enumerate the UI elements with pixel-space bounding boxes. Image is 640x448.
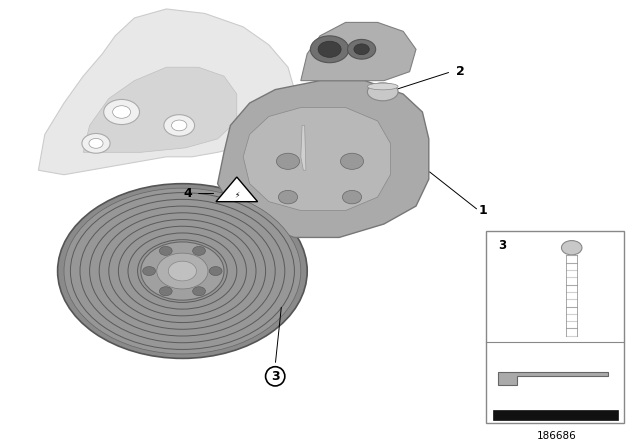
Polygon shape bbox=[216, 177, 257, 202]
Circle shape bbox=[141, 242, 224, 300]
Ellipse shape bbox=[367, 83, 398, 101]
Circle shape bbox=[82, 134, 110, 153]
Circle shape bbox=[104, 99, 140, 125]
Circle shape bbox=[143, 267, 156, 276]
Circle shape bbox=[113, 106, 131, 118]
Circle shape bbox=[340, 153, 364, 169]
Ellipse shape bbox=[367, 83, 398, 90]
Polygon shape bbox=[301, 125, 306, 170]
FancyBboxPatch shape bbox=[486, 231, 624, 423]
Circle shape bbox=[89, 138, 103, 148]
Polygon shape bbox=[38, 9, 294, 175]
Text: 186686: 186686 bbox=[537, 431, 577, 441]
Circle shape bbox=[310, 36, 349, 63]
Circle shape bbox=[193, 246, 205, 255]
Polygon shape bbox=[218, 81, 429, 237]
Text: 3: 3 bbox=[271, 370, 280, 383]
Circle shape bbox=[159, 287, 172, 296]
Circle shape bbox=[278, 190, 298, 204]
Circle shape bbox=[193, 287, 205, 296]
Polygon shape bbox=[243, 108, 390, 211]
FancyBboxPatch shape bbox=[493, 410, 618, 420]
Circle shape bbox=[354, 44, 369, 55]
Circle shape bbox=[58, 184, 307, 358]
Circle shape bbox=[164, 115, 195, 136]
Circle shape bbox=[64, 188, 301, 354]
Polygon shape bbox=[498, 372, 608, 385]
Circle shape bbox=[348, 39, 376, 59]
Polygon shape bbox=[83, 67, 237, 152]
Text: 1: 1 bbox=[479, 204, 488, 217]
Circle shape bbox=[342, 190, 362, 204]
Circle shape bbox=[157, 253, 208, 289]
Circle shape bbox=[172, 120, 187, 131]
Polygon shape bbox=[301, 22, 416, 81]
Text: 3: 3 bbox=[498, 239, 506, 252]
Text: 4: 4 bbox=[183, 187, 192, 200]
Circle shape bbox=[209, 267, 222, 276]
Circle shape bbox=[318, 41, 341, 57]
Text: ⚡: ⚡ bbox=[234, 190, 239, 199]
Circle shape bbox=[276, 153, 300, 169]
Circle shape bbox=[168, 261, 196, 281]
Circle shape bbox=[561, 241, 582, 255]
Text: 2: 2 bbox=[456, 65, 465, 78]
Circle shape bbox=[159, 246, 172, 255]
